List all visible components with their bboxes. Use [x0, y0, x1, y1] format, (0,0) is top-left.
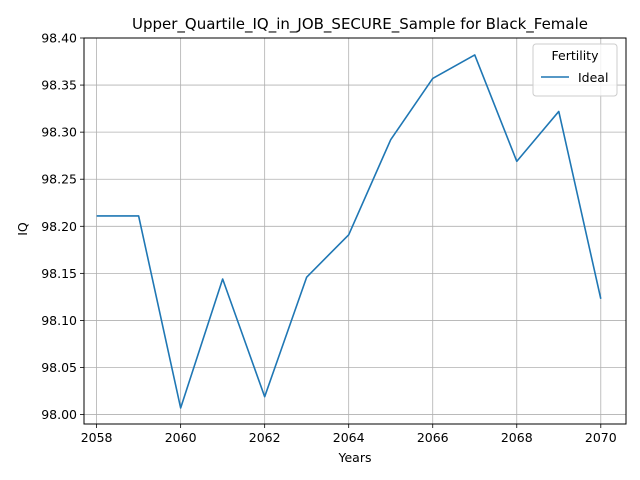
data-point: [138, 215, 140, 217]
y-axis-label: IQ: [15, 222, 30, 236]
legend: Fertility Ideal: [533, 44, 617, 96]
data-point: [222, 278, 224, 280]
data-point: [96, 215, 98, 217]
y-tick-label: 98.20: [41, 219, 77, 234]
data-point: [348, 234, 350, 236]
x-tick-label: 2058: [81, 430, 113, 445]
x-tick-label: 2070: [585, 430, 617, 445]
data-point: [474, 54, 476, 56]
data-point: [432, 78, 434, 80]
x-tick-label: 2060: [165, 430, 197, 445]
legend-title: Fertility: [552, 48, 600, 63]
data-point: [390, 139, 392, 141]
y-tick-label: 98.15: [41, 266, 77, 281]
data-point: [600, 298, 602, 300]
y-tick-label: 98.00: [41, 407, 77, 422]
data-point: [558, 111, 560, 113]
x-tick-label: 2062: [249, 430, 281, 445]
x-tick-label: 2064: [333, 430, 365, 445]
y-tick-label: 98.05: [41, 360, 77, 375]
legend-label-ideal: Ideal: [578, 70, 608, 85]
y-tick-label: 98.10: [41, 313, 77, 328]
chart-title: Upper_Quartile_IQ_in_JOB_SECURE_Sample f…: [132, 15, 588, 34]
y-tick-label: 98.25: [41, 172, 77, 187]
y-tick-label: 98.35: [41, 78, 77, 93]
data-point: [306, 276, 308, 278]
data-point: [180, 407, 182, 409]
data-point: [264, 396, 266, 398]
data-point: [516, 161, 518, 163]
x-tick-label: 2068: [501, 430, 533, 445]
x-axis-label: Years: [338, 450, 372, 465]
x-tick-label: 2066: [417, 430, 449, 445]
y-tick-label: 98.40: [41, 31, 77, 46]
y-tick-label: 98.30: [41, 125, 77, 140]
